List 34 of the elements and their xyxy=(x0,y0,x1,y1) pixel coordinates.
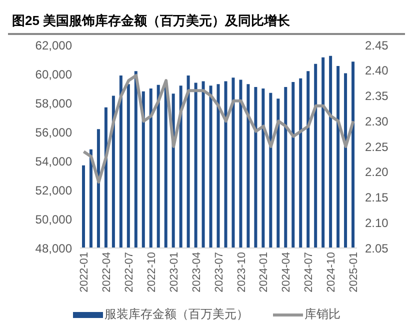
y-tick-label: 52,000 xyxy=(35,183,72,198)
y2-tick-label: 2.20 xyxy=(365,165,389,180)
x-tick-label: 2023-04 xyxy=(190,252,203,292)
y2-tick-label: 2.10 xyxy=(365,216,389,230)
x-tick-label: 2024-10 xyxy=(326,252,338,292)
x-tick-label: 2025-01 xyxy=(348,252,360,292)
x-tick-label: 2024-01 xyxy=(258,252,270,292)
y2-tick-label: 2.25 xyxy=(365,140,389,154)
y2-tick-label: 2.30 xyxy=(365,114,389,128)
chart-title: 图25 美国服饰库存金额（百万美元）及同比增长 xyxy=(8,8,405,35)
x-tick-label: 2024-07 xyxy=(303,252,316,292)
y-tick-label: 54,000 xyxy=(35,154,72,168)
y2-tick-label: 2.05 xyxy=(365,241,389,256)
x-tick-label: 2022-10 xyxy=(146,252,158,292)
legend-label: 服装库存金额（百万美元） xyxy=(104,306,248,323)
y2-tick-label: 2.15 xyxy=(365,190,389,205)
x-tick-label: 2023-07 xyxy=(213,252,226,292)
y-tick-label: 56,000 xyxy=(35,125,72,140)
x-tick-label: 2022-01 xyxy=(78,252,91,292)
y-tick-label: 48,000 xyxy=(35,241,72,256)
y2-tick-label: 2.40 xyxy=(365,64,389,78)
x-tick-label: 2022-07 xyxy=(123,252,136,292)
legend-label: 库销比 xyxy=(304,306,340,323)
y-tick-label: 60,000 xyxy=(35,67,72,82)
x-tick-label: 2023-10 xyxy=(236,252,248,292)
y2-tick-label: 2.35 xyxy=(365,89,389,104)
y-tick-label: 58,000 xyxy=(35,96,72,110)
line-series xyxy=(82,74,355,184)
y2-tick-label: 2.45 xyxy=(365,38,389,52)
x-tick-label: 2024-04 xyxy=(280,252,293,292)
x-tick-label: 2022-04 xyxy=(101,252,114,292)
y-tick-label: 50,000 xyxy=(35,212,72,226)
x-tick-label: 2023-01 xyxy=(168,252,180,292)
y-tick-label: 62,000 xyxy=(35,38,72,52)
